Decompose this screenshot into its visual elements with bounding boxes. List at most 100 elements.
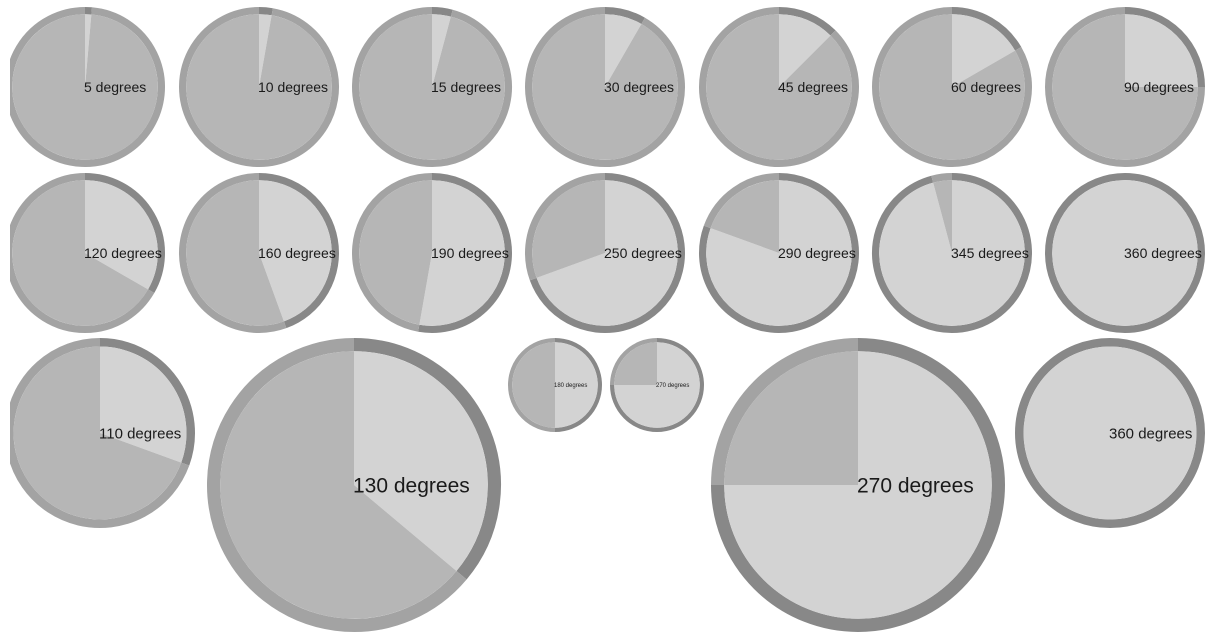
pie-130: 130 degrees [207, 338, 501, 632]
pie-label: 130 degrees [353, 474, 470, 497]
pie-slice-light [419, 180, 505, 326]
pie-label: 270 degrees [656, 383, 689, 389]
pie-slice-dark [1052, 14, 1198, 160]
ring-dark-arc [99, 338, 195, 466]
pie-slice-light [1125, 14, 1198, 88]
pie-label: 360 degrees [1124, 245, 1202, 261]
pie-slice-light [952, 14, 1016, 88]
ring-light-arc [5, 338, 190, 528]
pie-slice-light [85, 180, 158, 290]
pie-110: 110 degrees [5, 338, 195, 528]
pie-label: 10 degrees [258, 79, 328, 95]
pie-270-small: 270 degrees [610, 338, 704, 432]
ring-dark-arc [872, 173, 1032, 333]
pie-10: 10 degrees [179, 7, 339, 167]
pie-label: 360 degrees [1109, 425, 1192, 442]
pie-slice-light [432, 14, 451, 88]
ring-light-arc [711, 338, 859, 486]
ring-dark-arc [84, 173, 165, 293]
ring-dark-arc [353, 338, 501, 580]
pie-slice-dark [12, 180, 149, 326]
pie-slice-light [779, 14, 831, 88]
ring-light-arc [703, 173, 780, 229]
ring-dark-arc [711, 338, 1005, 632]
pie-120: 120 degrees [5, 173, 165, 333]
ring-light-arc [872, 7, 1032, 167]
pie-slice-dark [359, 14, 505, 160]
ring-light-arc [179, 7, 339, 167]
pie-slice-dark [186, 180, 284, 326]
pie-90: 90 degrees [1045, 7, 1205, 167]
pie-190: 190 degrees [352, 173, 512, 333]
ring-light-arc [179, 173, 287, 333]
pie-slice-light [1052, 180, 1198, 326]
pie-label: 45 degrees [778, 79, 848, 95]
ring-dark-arc [951, 7, 1022, 51]
pie-slice-light [259, 180, 332, 322]
pie-label: 60 degrees [951, 79, 1021, 95]
ring-dark-arc [529, 173, 685, 333]
pie-360-a: 360 degrees [1045, 173, 1206, 333]
pie-slice-light [100, 346, 187, 463]
pie-slice-dark [532, 180, 605, 278]
pie-slice-dark [710, 180, 779, 253]
ring-dark-arc [1015, 338, 1206, 528]
pie-slice-light [614, 342, 700, 428]
pie-345: 345 degrees [872, 173, 1032, 333]
pie-label: 270 degrees [857, 474, 974, 497]
pie-slice-dark [220, 351, 457, 619]
ring-light-arc [207, 338, 467, 632]
pie-5: 5 degrees [5, 7, 165, 167]
pie-slice-light [724, 351, 992, 619]
pie-slice-light [536, 180, 678, 326]
pie-slice-dark [12, 14, 158, 160]
pie-slice-dark [879, 14, 1025, 160]
pie-slice-light [259, 14, 272, 88]
pie-label: 120 degrees [84, 245, 162, 261]
ring-light-arc [699, 7, 859, 167]
ring-light-arc [1045, 7, 1205, 167]
pie-slice-light [85, 14, 92, 88]
pie-180: 180 degrees [508, 338, 602, 432]
ring-light-arc [525, 7, 685, 167]
ring-dark-arc [1045, 173, 1206, 333]
pie-slice-light [706, 180, 852, 326]
pie-slice-dark [933, 180, 952, 253]
ring-light-arc [931, 173, 953, 183]
ring-dark-arc [554, 338, 602, 432]
pie-label: 90 degrees [1124, 79, 1194, 95]
ring-dark-arc [418, 173, 512, 333]
pie-slice-light [354, 351, 488, 571]
pie-slice-dark [724, 351, 858, 485]
pie-30: 30 degrees [525, 7, 685, 167]
pie-label: 180 degrees [554, 383, 587, 389]
ring-light-arc [352, 173, 433, 332]
pie-slice-dark [532, 14, 678, 160]
pie-15: 15 degrees [352, 7, 512, 167]
ring-light-arc [5, 7, 165, 167]
ring-light-arc [610, 338, 658, 386]
pie-60: 60 degrees [872, 7, 1032, 167]
pie-label: 5 degrees [84, 79, 146, 95]
pie-slice-light [605, 14, 642, 88]
pie-160: 160 degrees [179, 173, 339, 333]
ring-light-arc [525, 173, 606, 281]
pie-label: 30 degrees [604, 79, 674, 95]
pie-360-b: 360 degrees [1015, 338, 1206, 528]
ring-dark-arc [610, 338, 704, 432]
pie-250: 250 degrees [525, 173, 685, 333]
ring-dark-arc [604, 7, 645, 25]
left-edge-mask [0, 0, 10, 634]
pie-slice-dark [13, 346, 182, 520]
pie-slice-light [555, 342, 598, 428]
ring-dark-arc [1124, 7, 1205, 88]
pie-label: 15 degrees [431, 79, 501, 95]
ring-dark-arc [778, 7, 836, 36]
pie-label: 110 degrees [99, 425, 181, 442]
ring-light-arc [508, 338, 556, 432]
pie-slice-dark [512, 342, 555, 428]
pie-label: 250 degrees [604, 245, 682, 261]
pie-slice-dark [186, 14, 332, 160]
pie-label: 190 degrees [431, 245, 509, 261]
